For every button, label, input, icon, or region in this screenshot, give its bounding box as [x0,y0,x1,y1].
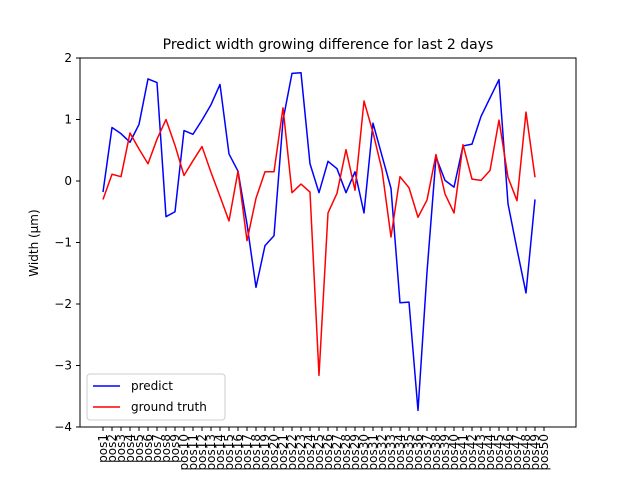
x-tick-label: pos1 [96,434,110,463]
y-tick-label: −4 [54,420,72,434]
x-tick-label: pos39 [438,434,452,470]
y-tick-label: 0 [64,174,72,188]
x-tick-label: pos15 [222,434,236,470]
x-tick-label: pos40 [447,434,461,470]
chart-title: Predict width growing difference for las… [163,37,494,53]
x-tick-label: pos2 [105,434,119,463]
x-tick-label: pos48 [519,434,533,470]
x-tick-label: pos30 [357,434,371,470]
x-tick-label: pos27 [330,434,344,470]
series-layer [102,72,536,412]
x-tick-label: pos24 [303,434,317,470]
legend-box [86,373,226,421]
x-tick-label: pos26 [321,434,335,470]
x-tick-label: pos8 [159,434,173,463]
x-tick-label: pos6 [141,434,155,463]
x-tick-label: pos10 [177,434,191,470]
x-tick-label: pos13 [204,434,218,470]
x-tick-label: pos36 [411,434,425,470]
x-tick-label: pos11 [186,434,200,470]
x-tick-label: pos17 [240,434,254,470]
legend-label: predict [131,379,173,393]
x-tick-label: pos49 [528,434,542,470]
x-tick-label: pos12 [195,434,209,470]
y-tick-label: −2 [54,297,72,311]
x-tick-label: pos38 [429,434,443,470]
x-tick-label: pos41 [456,434,470,470]
x-tick-label: pos42 [465,434,479,470]
x-tick-label: pos43 [474,434,488,470]
x-tick-label: pos31 [366,434,380,470]
x-tick-label: pos18 [249,434,263,470]
x-tick-label: pos44 [483,434,497,470]
x-tick-label: pos21 [276,434,290,470]
y-tick-label: −3 [54,359,72,373]
x-tick-label: pos23 [294,434,308,470]
x-tick-label: pos45 [492,434,506,470]
x-tick-label: pos4 [123,434,137,463]
x-tick-label: pos47 [510,434,524,470]
series-line-ground-truth [102,100,536,377]
x-tick-label: pos37 [420,434,434,470]
x-tick-label: pos20 [267,434,281,470]
x-tick-label: pos46 [501,434,515,470]
x-tick-label: pos14 [213,434,227,470]
x-tick-label: pos9 [168,434,182,463]
y-tick-label: −1 [54,236,72,250]
y-tick-label: 2 [64,51,72,65]
x-tick-label: pos28 [339,434,353,470]
y-tick-label: 1 [64,113,72,127]
x-tick-label: pos16 [231,434,245,470]
x-axis-ticks: pos1pos2pos3pos4pos5pos6pos7pos8pos9pos1… [96,427,551,470]
x-tick-label: pos19 [258,434,272,470]
x-tick-label: pos25 [312,434,326,470]
x-tick-label: pos32 [375,434,389,470]
x-tick-label: pos5 [132,434,146,463]
x-tick-label: pos33 [384,434,398,470]
x-tick-label: pos3 [114,434,128,463]
x-tick-label: pos34 [393,434,407,470]
x-tick-label: pos7 [150,434,164,463]
y-axis-ticks: −4 −3 −2 −1 0 1 2 [54,51,80,434]
x-tick-label: pos22 [285,434,299,470]
x-tick-label: pos50 [537,434,551,470]
x-tick-label: pos29 [348,434,362,470]
legend: predict ground truth [86,373,226,421]
y-axis-label: Width (μm) [27,209,41,276]
legend-label: ground truth [131,400,207,414]
x-tick-label: pos35 [402,434,416,470]
